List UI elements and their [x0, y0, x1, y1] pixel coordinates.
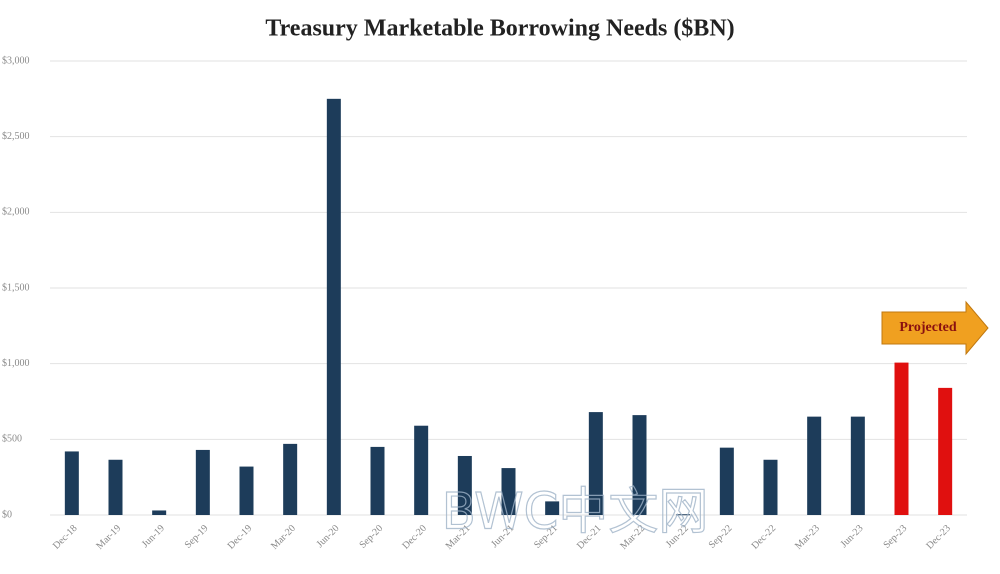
y-tick-label: $0 [2, 509, 12, 520]
watermark: BWC中文网 [442, 483, 709, 541]
bar [938, 387, 953, 515]
bar [850, 416, 865, 515]
x-tick-label: Jun-19 [140, 523, 167, 550]
x-tick-label: Sep-19 [183, 523, 211, 551]
x-tick-label: Sep-22 [707, 523, 735, 551]
chart-title: Treasury Marketable Borrowing Needs ($BN… [265, 16, 734, 42]
bar [326, 98, 341, 515]
y-tick-label: $1,000 [2, 358, 30, 369]
x-tick-label: Dec-20 [400, 523, 429, 552]
x-tick-label: Dec-22 [750, 523, 779, 552]
bar [807, 416, 822, 515]
x-tick-label: Jun-23 [839, 523, 866, 550]
bar [763, 459, 778, 515]
projected-arrow [881, 300, 989, 356]
bar [676, 514, 691, 516]
x-tick-label: Dec-18 [51, 523, 80, 552]
bar [370, 446, 385, 515]
x-tick-label: Dec-19 [226, 523, 255, 552]
x-tick-label: Sep-20 [357, 523, 385, 551]
x-tick-label: Jun-20 [315, 523, 342, 550]
projected-callout: Projected [881, 300, 989, 356]
bar [545, 501, 560, 515]
y-tick-label: $3,000 [2, 55, 30, 66]
bar [152, 510, 167, 515]
y-tick-label: $1,500 [2, 282, 30, 293]
bar [588, 412, 603, 515]
x-tick-label: Sep-23 [881, 523, 909, 551]
bar [632, 415, 647, 515]
x-tick-label: Dec-23 [924, 523, 953, 552]
bar [283, 443, 298, 515]
y-tick-label: $2,000 [2, 207, 30, 218]
bar [501, 468, 516, 515]
bar [719, 447, 734, 515]
bar [64, 451, 79, 515]
x-tick-label: Mar-20 [269, 523, 298, 552]
bar [894, 362, 909, 515]
y-tick-label: $500 [2, 434, 22, 445]
y-tick-label: $2,500 [2, 131, 30, 142]
bar [457, 455, 472, 515]
bar [108, 459, 123, 515]
bar [195, 449, 210, 515]
x-tick-label: Mar-19 [94, 523, 123, 552]
x-tick-label: Mar-23 [793, 523, 822, 552]
bar [414, 425, 429, 515]
projected-label: Projected [899, 320, 956, 335]
bar [239, 466, 254, 515]
